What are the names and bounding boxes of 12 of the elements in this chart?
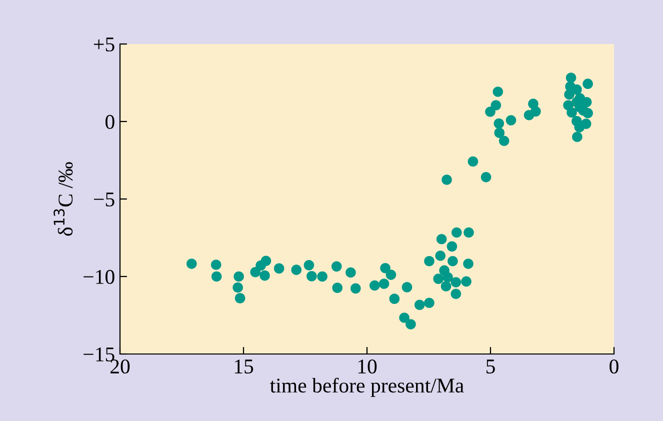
y-tick-label: −15	[84, 347, 114, 362]
x-tick-label: 10	[358, 359, 377, 374]
y-tick-label: 0	[106, 114, 114, 129]
x-tick-label: 20	[110, 359, 130, 374]
x-tick-label: 0	[610, 359, 618, 374]
y-axis-title: δ$^{13}$C /‰	[54, 162, 73, 236]
y-tick-label: −10	[84, 270, 114, 284]
x-tick-label: 15	[234, 360, 254, 374]
x-axis-title: time before present/Ma	[270, 378, 464, 397]
y-tick-label: +5	[94, 38, 114, 52]
y-tick-label: −5	[94, 192, 114, 206]
x-tick-label: 5	[486, 360, 495, 374]
